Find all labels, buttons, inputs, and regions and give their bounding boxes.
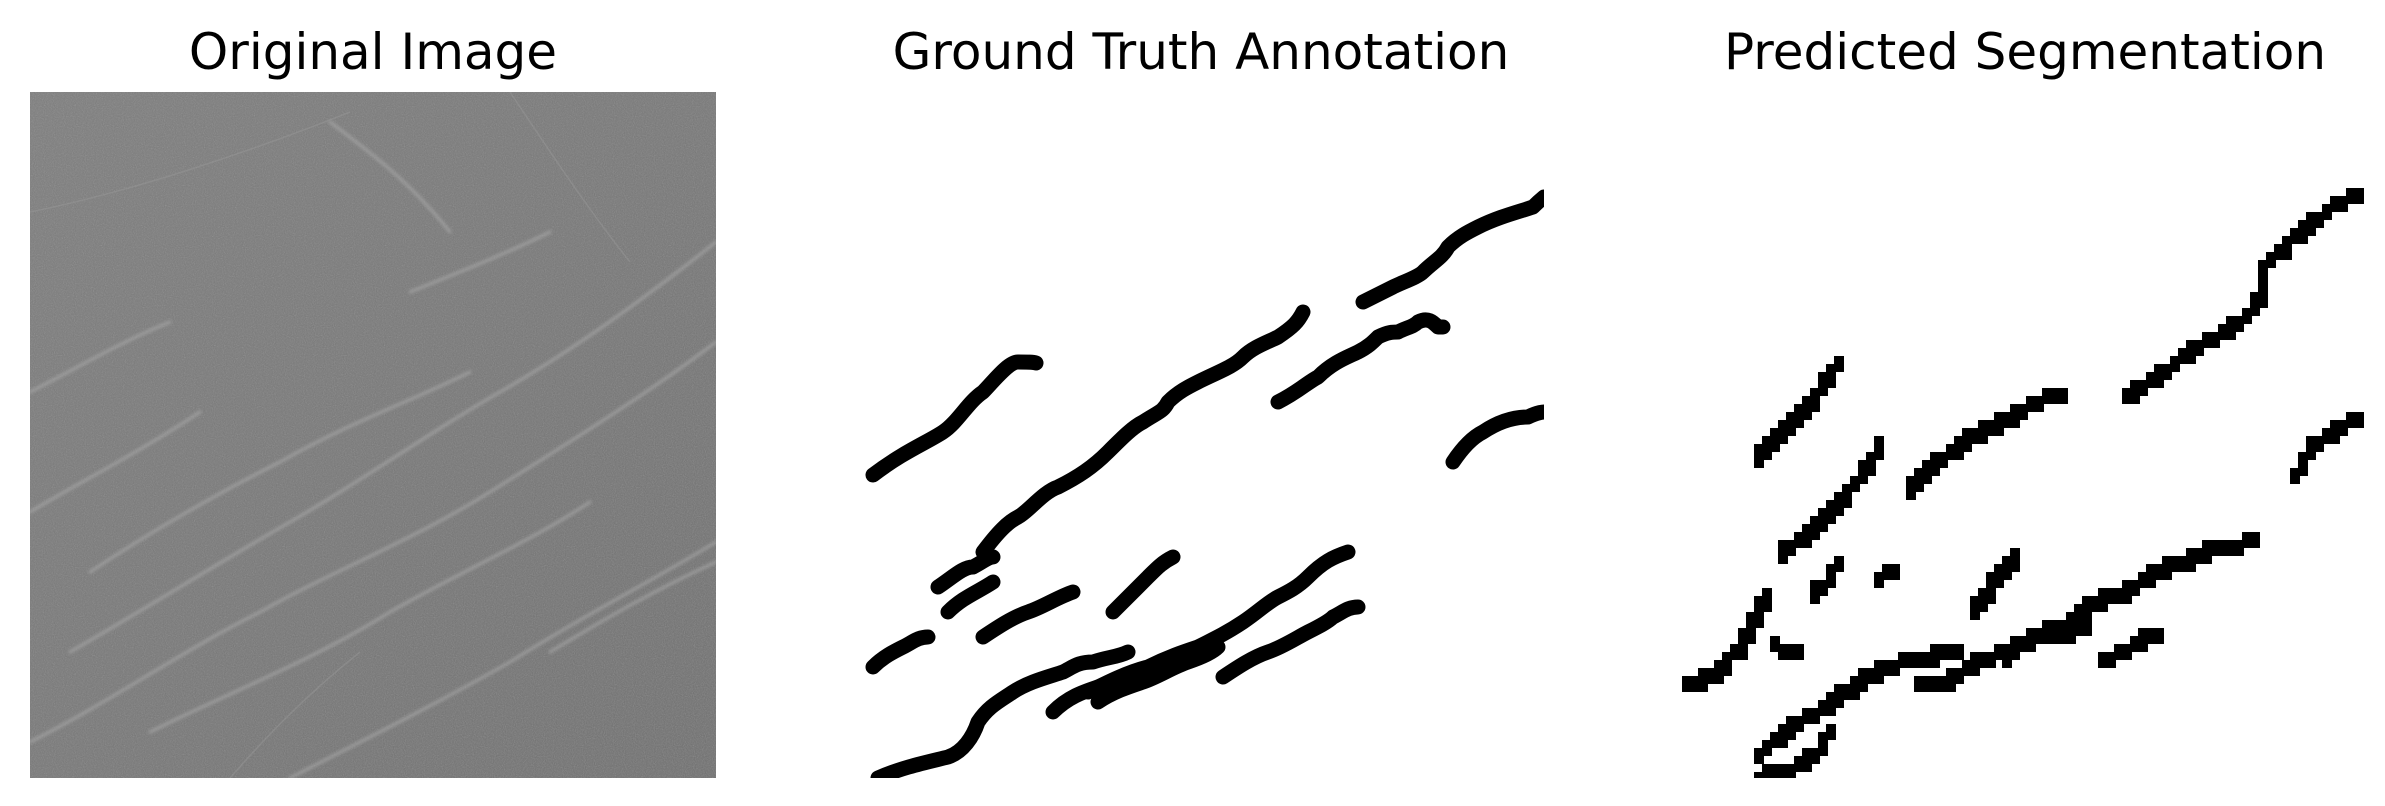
original-image-panel: Original Image: [30, 0, 716, 806]
predicted-segmentation-panel: Predicted Segmentation: [1682, 0, 2368, 806]
ground-truth-mask: [858, 92, 1544, 778]
ground-truth-panel: Ground Truth Annotation: [858, 0, 1544, 806]
original-image: [30, 92, 716, 778]
original-image-title: Original Image: [188, 23, 558, 81]
predicted-segmentation-mask: [1682, 92, 2368, 778]
ground-truth-title: Ground Truth Annotation: [892, 23, 1510, 81]
predicted-segmentation-title: Predicted Segmentation: [1723, 23, 2327, 81]
